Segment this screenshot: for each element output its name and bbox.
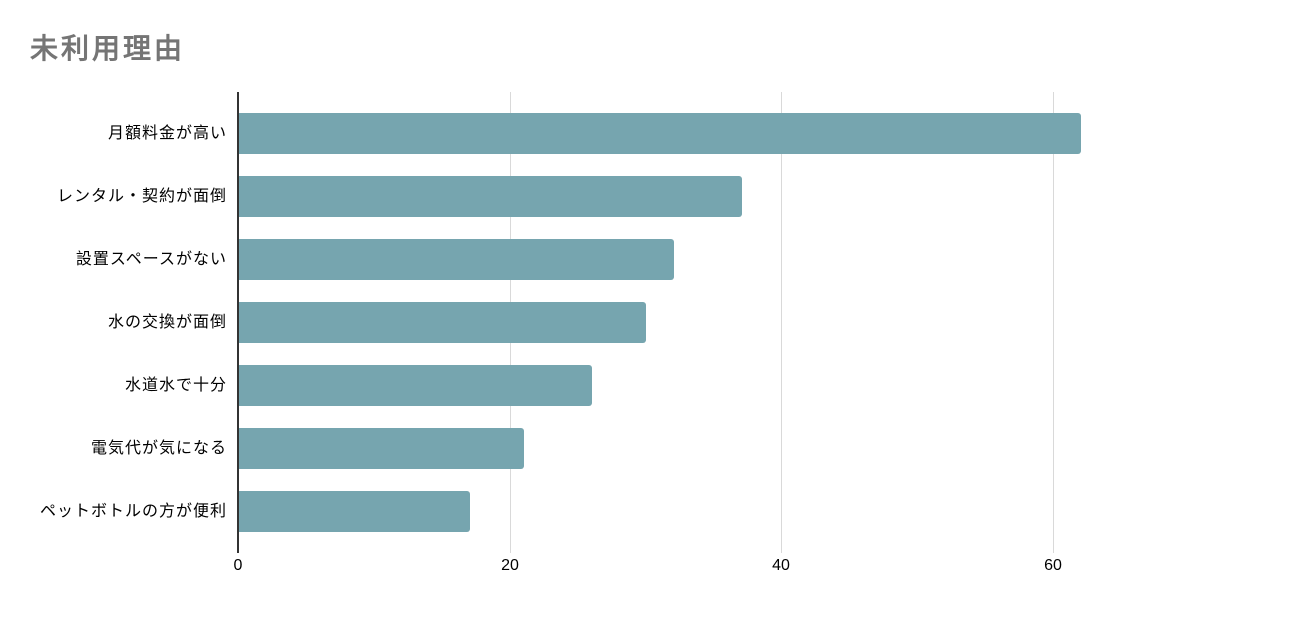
category-label: 電気代が気になる <box>90 439 227 457</box>
category-label: レンタル・契約が面倒 <box>56 187 227 205</box>
bar <box>239 239 674 280</box>
category-label: 月額料金が高い <box>107 124 227 142</box>
bar <box>239 176 742 217</box>
chart-title: 未利用理由 <box>30 33 186 64</box>
category-label: 設置スペースがない <box>75 250 227 268</box>
x-tick-label: 40 <box>772 557 790 574</box>
bar <box>239 113 1081 154</box>
x-tick-label: 0 <box>233 557 243 574</box>
x-tick-label: 60 <box>1044 557 1062 574</box>
y-axis-line <box>237 92 239 553</box>
category-label: 水の交換が面倒 <box>107 313 227 331</box>
bar <box>239 302 646 343</box>
gridline <box>781 92 782 553</box>
category-label: 水道水で十分 <box>124 376 227 394</box>
bar <box>239 428 524 469</box>
x-tick-label: 20 <box>501 557 519 574</box>
gridline <box>1053 92 1054 553</box>
plot-area <box>237 92 1218 553</box>
bar <box>239 365 592 406</box>
bar <box>239 491 470 532</box>
category-label: ペットボトルの方が便利 <box>39 502 227 520</box>
